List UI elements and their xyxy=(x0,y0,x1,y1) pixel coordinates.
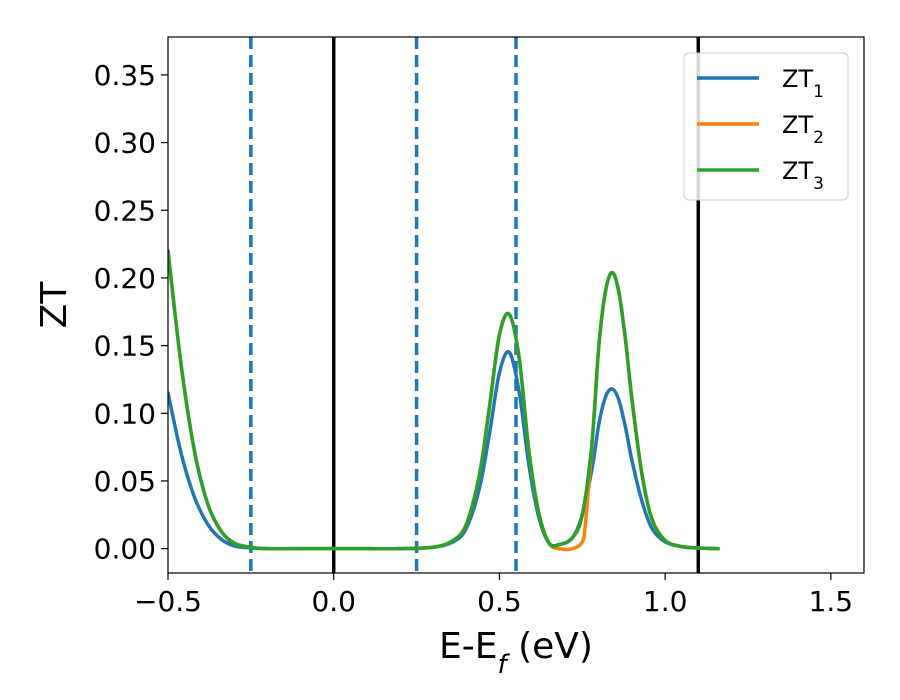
plot-frame xyxy=(167,36,865,574)
y-tick-label: 0.15 xyxy=(94,330,156,363)
y-tick-label: 0.30 xyxy=(94,127,156,160)
x-tick-label: 0.0 xyxy=(311,585,356,618)
y-axis-label: ZT xyxy=(34,281,75,329)
legend-box xyxy=(683,52,849,201)
y-tick-label: 0.35 xyxy=(94,59,156,92)
x-tick-label: −0.5 xyxy=(134,585,202,618)
x-tick-label: 1.5 xyxy=(809,585,854,618)
x-axis-label: E-Ef (eV) xyxy=(439,626,593,680)
series-layer xyxy=(168,249,720,552)
y-tick-label: 0.05 xyxy=(94,465,156,498)
y-tick-label: 0.10 xyxy=(94,397,156,430)
y-tick-label: 0.20 xyxy=(94,262,156,295)
x-axis: −0.5 0.0 0.5 1.0 1.5 xyxy=(134,573,853,618)
series-line-zt3 xyxy=(168,249,720,551)
y-axis: 0.00 0.05 0.10 0.15 0.20 0.25 0.30 0.35 xyxy=(94,59,168,566)
y-tick-label: 0.25 xyxy=(94,194,156,227)
y-tick-label: 0.00 xyxy=(94,533,156,566)
x-tick-label: 1.0 xyxy=(643,585,688,618)
x-tick-label: 0.5 xyxy=(477,585,522,618)
